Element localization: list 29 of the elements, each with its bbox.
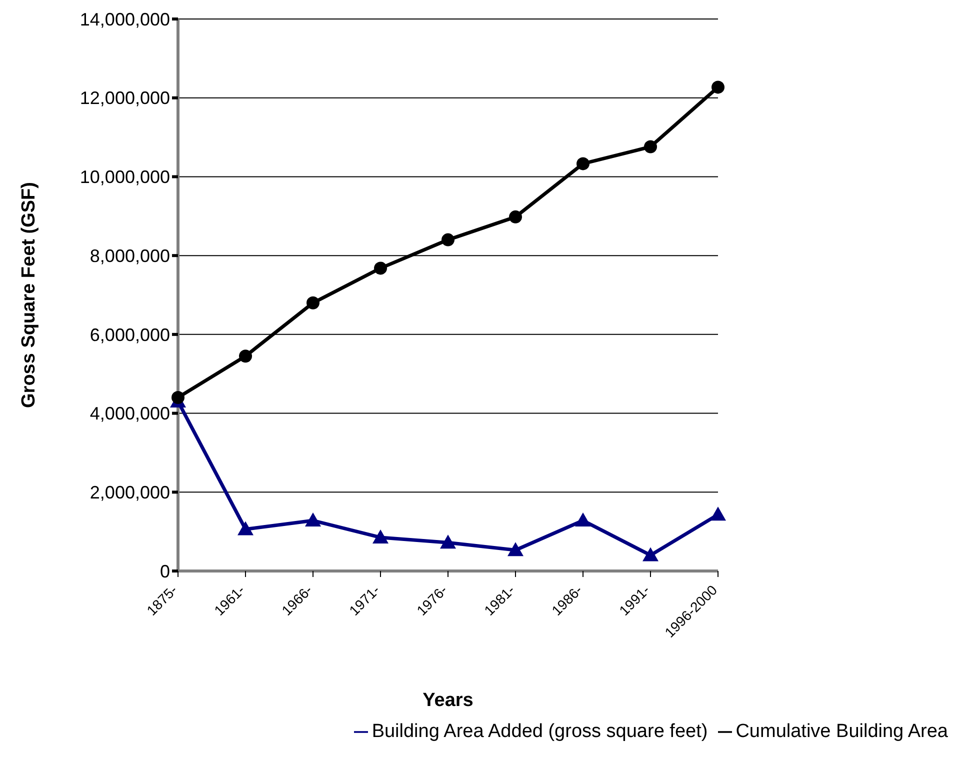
y-tick-label: 0: [160, 561, 170, 582]
y-tick-label: 12,000,000: [80, 88, 170, 108]
point: [442, 233, 454, 246]
point: [575, 512, 591, 527]
point: [305, 512, 321, 527]
point: [712, 80, 724, 94]
legend-label: Building Area Added (gross square feet): [372, 721, 708, 742]
point: [239, 350, 252, 363]
legend-label: Cumulative Building Area: [736, 721, 948, 742]
y-tick-label: 14,000,000: [80, 9, 170, 30]
y-tick-label: 10,000,000: [80, 167, 170, 188]
point: [710, 506, 726, 521]
point: [644, 140, 657, 154]
point: [306, 296, 320, 310]
point: [642, 547, 658, 562]
y-tick-label: 6,000,000: [90, 324, 170, 345]
point: [508, 542, 524, 556]
point: [576, 157, 590, 170]
y-axis-title: Gross Square Feet (GSF): [18, 182, 40, 408]
point: [440, 534, 456, 549]
point: [172, 391, 184, 404]
point: [372, 529, 388, 544]
y-tick-label: 2,000,000: [90, 482, 170, 503]
point: [238, 521, 254, 536]
y-tick-label: 4,000,000: [90, 404, 170, 424]
point: [509, 210, 522, 224]
y-tick-label: 8,000,000: [90, 246, 170, 266]
point: [374, 262, 387, 275]
x-axis-title: Years: [422, 690, 474, 711]
